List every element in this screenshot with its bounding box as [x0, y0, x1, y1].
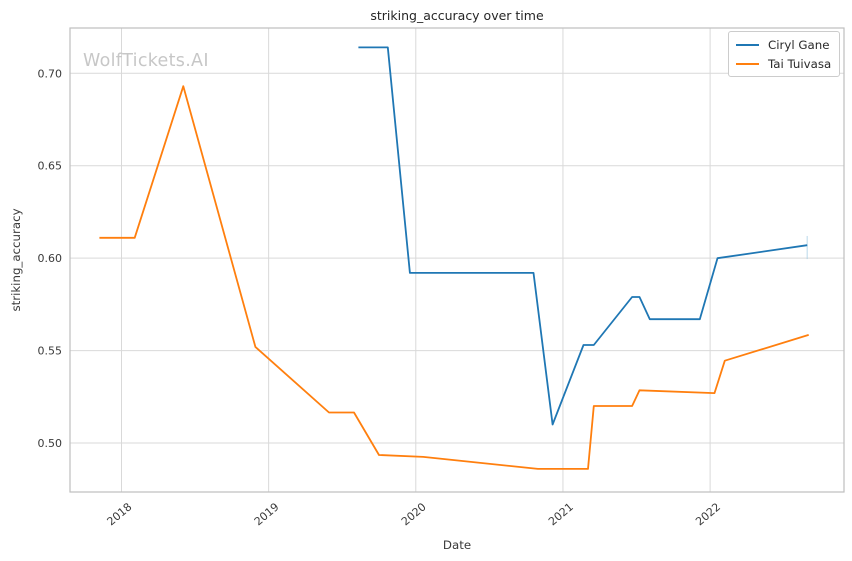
series-layer — [99, 46, 809, 470]
legend-line-swatch — [736, 62, 759, 65]
legend-label: Ciryl Gane — [768, 37, 830, 52]
y-tick-label: 0.65 — [38, 160, 63, 173]
x-tick-label: 2021 — [546, 500, 576, 528]
y-tick-label: 0.55 — [38, 345, 63, 358]
x-tick-label: 2022 — [693, 500, 723, 528]
x-tick-label: 2020 — [399, 500, 429, 528]
y-axis-label: striking_accuracy — [9, 208, 23, 311]
y-tick-label: 0.70 — [38, 67, 63, 80]
watermark: WolfTickets.AI — [83, 51, 209, 71]
plot-border — [69, 27, 845, 493]
x-tick-label: 2018 — [105, 500, 135, 528]
legend-label: Tai Tuivasa — [768, 56, 832, 71]
x-axis-label: Date — [443, 538, 471, 552]
legend-line-swatch — [736, 43, 759, 46]
x-tick-labels: 2018 2019 2020 2021 2022 — [105, 500, 723, 528]
y-tick-label: 0.50 — [38, 437, 63, 450]
legend-item-ciryl-gane: Ciryl Gane — [736, 37, 831, 52]
series-line-ciryl-gane — [358, 46, 808, 426]
x-tick-label: 2019 — [252, 500, 282, 528]
series-line-tai-tuivasa — [99, 85, 809, 470]
chart-title: striking_accuracy over time — [370, 8, 544, 23]
legend-item-tai-tuivasa: Tai Tuivasa — [736, 56, 831, 71]
y-tick-labels: 0.50 0.55 0.60 0.65 0.70 — [38, 67, 63, 450]
y-tick-label: 0.60 — [38, 252, 63, 265]
grid-layer — [70, 28, 844, 492]
legend: Ciryl Gane Tai Tuivasa — [728, 31, 841, 77]
